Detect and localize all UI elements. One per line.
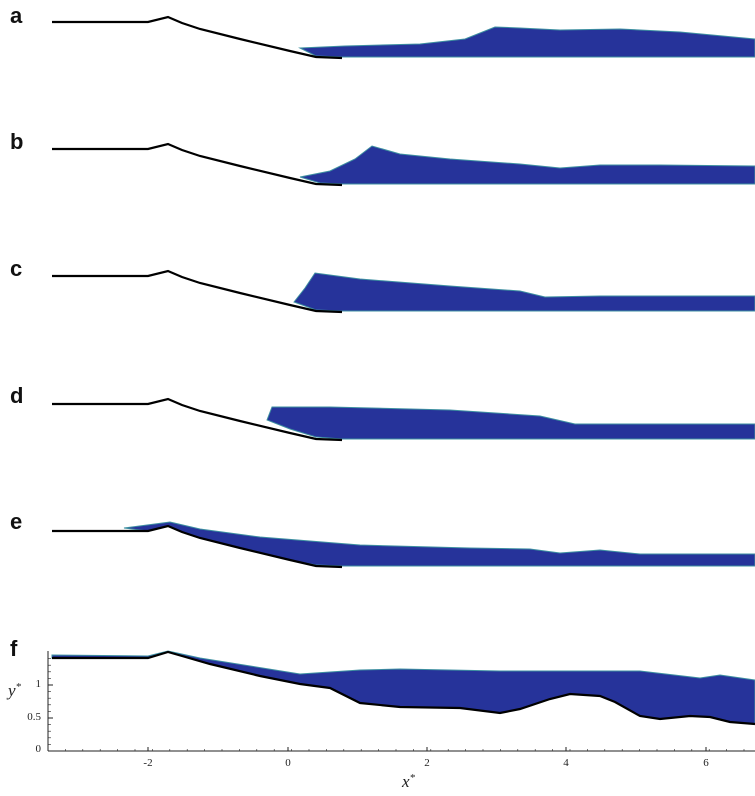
bed-profile <box>52 269 343 314</box>
bed-profile <box>52 650 755 726</box>
water-region <box>293 272 755 312</box>
panel-label-c: c <box>10 256 23 281</box>
water-region <box>299 145 755 185</box>
panel-a <box>52 15 755 60</box>
panel-c <box>52 269 755 314</box>
water-region <box>51 650 755 725</box>
panel-d <box>52 397 755 442</box>
water-region <box>298 26 755 58</box>
panels-layer <box>51 15 755 726</box>
panel-label-d: d <box>10 383 24 408</box>
bed-profile <box>52 524 343 569</box>
ticks-layer <box>47 658 745 752</box>
bed-profile <box>52 15 343 60</box>
water-region <box>123 521 755 567</box>
bed-profile <box>52 397 343 442</box>
panel-e <box>52 521 755 569</box>
water-region <box>266 406 755 440</box>
y-tick-label: 0 <box>36 743 42 755</box>
panel-f <box>51 650 755 726</box>
y-axis-label: y* <box>6 681 22 700</box>
panel-label-a: a <box>10 3 23 28</box>
x-tick-label: -2 <box>143 757 152 769</box>
x-tick-label: 4 <box>563 757 569 769</box>
panel-b <box>52 142 755 187</box>
x-tick-label: 2 <box>424 757 430 769</box>
x-tick-label: 0 <box>285 757 291 769</box>
x-tick-label: 6 <box>703 757 709 769</box>
axes-frame <box>47 651 755 752</box>
tick-labels: -2 0 2 4 6 0 0.5 1 <box>27 678 709 769</box>
panel-label-b: b <box>10 129 24 154</box>
x-axis-label: x* <box>401 772 416 791</box>
bed-profile <box>52 142 343 187</box>
y-tick-label: 0.5 <box>27 711 41 723</box>
panel-label-e: e <box>10 509 23 534</box>
panel-label-f: f <box>10 636 18 661</box>
y-tick-label: 1 <box>36 678 42 690</box>
